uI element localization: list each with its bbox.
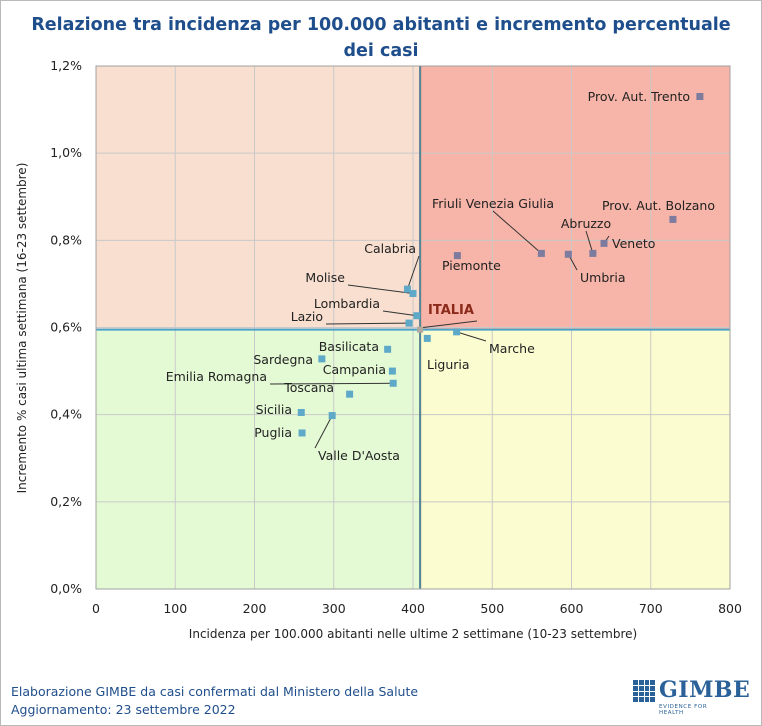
- label-campania: Campania: [323, 362, 386, 377]
- quadrant-lower-left: [96, 329, 421, 589]
- label-toscana: Toscana: [283, 380, 334, 395]
- y-tick-label: 0,0%: [50, 581, 82, 596]
- leader-lines: [269, 210, 610, 449]
- label-calabria: Calabria: [364, 241, 416, 256]
- leader-marche: [456, 331, 487, 342]
- x-tick-label: 400: [401, 601, 425, 616]
- footer-updated: Aggiornamento: 23 settembre 2022: [11, 702, 236, 717]
- data-points: [297, 93, 704, 437]
- label-lombardia: Lombardia: [314, 296, 380, 311]
- point-lombardia: [413, 312, 421, 320]
- point-toscana: [346, 390, 354, 398]
- point-sardegna: [318, 355, 326, 363]
- quadrant-upper-right: [420, 66, 730, 330]
- point-friuli-venezia-giulia: [537, 249, 545, 257]
- y-tick-label: 0,2%: [50, 494, 82, 509]
- y-tick-label: 1,2%: [50, 58, 82, 73]
- label-veneto: Veneto: [612, 236, 655, 251]
- leader-friuli-venezia-giulia: [492, 210, 542, 254]
- point-italia: [417, 326, 424, 333]
- footer-source: Elaborazione GIMBE da casi confermati da…: [11, 684, 419, 699]
- x-tick-label: 800: [718, 601, 742, 616]
- quadrant-upper-left: [96, 66, 421, 330]
- x-axis-label: Incidenza per 100.000 abitanti nelle ult…: [189, 627, 637, 641]
- x-tick-label: 500: [480, 601, 504, 616]
- point-molise: [409, 290, 417, 298]
- y-tick-label: 0,8%: [50, 232, 82, 247]
- plot-border: [95, 65, 731, 590]
- label-abruzzo: Abruzzo: [561, 216, 611, 231]
- label-piemonte: Piemonte: [442, 258, 501, 273]
- leader-calabria: [406, 255, 420, 290]
- point-prov-aut-trento: [696, 93, 704, 101]
- point-piemonte: [453, 252, 461, 260]
- label-italia: ITALIA: [428, 303, 474, 318]
- x-tick-label: 700: [639, 601, 663, 616]
- point-labels: Prov. Aut. Trento Prov. Aut. Bolzano Venet…: [166, 89, 715, 463]
- point-sicilia: [297, 408, 305, 416]
- logo-grid-icon: [633, 680, 655, 702]
- point-emilia-romagna: [389, 379, 397, 387]
- point-lazio: [405, 319, 413, 327]
- point-prov-aut-bolzano: [669, 215, 677, 223]
- label-lazio: Lazio: [291, 309, 323, 324]
- leader-italia: [422, 320, 478, 329]
- logo-wordmark: GIMBE: [659, 677, 751, 703]
- point-veneto: [600, 239, 608, 247]
- x-tick-label: 300: [322, 601, 346, 616]
- label-friuli-venezia-giulia: Friuli Venezia Giulia: [432, 196, 554, 211]
- y-tick-label: 0,4%: [50, 407, 82, 422]
- label-sicilia: Sicilia: [256, 402, 292, 417]
- point-valle-d-aosta: [328, 412, 336, 420]
- leader-lombardia: [382, 310, 418, 317]
- leader-abruzzo: [585, 230, 594, 254]
- label-emilia-romagna: Emilia Romagna: [166, 369, 267, 384]
- leader-emilia-romagna: [269, 382, 394, 385]
- label-umbria: Umbria: [580, 270, 626, 285]
- leader-lazio: [325, 322, 410, 325]
- label-valle-d-aosta: Valle D'Aosta: [318, 448, 400, 463]
- label-molise: Molise: [305, 270, 345, 285]
- label-liguria: Liguria: [427, 357, 470, 372]
- x-tick-label: 200: [243, 601, 267, 616]
- y-axis-label: Incremento % casi ultima settimana (16-2…: [15, 163, 29, 494]
- point-marche: [453, 328, 461, 336]
- footer: Elaborazione GIMBE da casi confermati da…: [11, 683, 418, 719]
- label-basilicata: Basilicata: [319, 339, 379, 354]
- x-tick-label: 600: [560, 601, 584, 616]
- label-sardegna: Sardegna: [253, 352, 313, 367]
- point-basilicata: [384, 345, 392, 353]
- chart-title-line1: Relazione tra incidenza per 100.000 abit…: [31, 15, 730, 35]
- leader-molise: [347, 284, 414, 295]
- label-marche: Marche: [489, 341, 535, 356]
- y-tick-label: 1,0%: [50, 145, 82, 160]
- point-abruzzo: [589, 249, 597, 257]
- label-puglia: Puglia: [254, 425, 292, 440]
- point-umbria: [564, 250, 572, 258]
- chart-title-line2: dei casi: [343, 41, 418, 61]
- label-prov-aut-bolzano: Prov. Aut. Bolzano: [602, 198, 715, 213]
- axes: 0 100 200 300 400 500 600 700 800 0,0% 0,2% 0,4% 0,6…: [50, 58, 742, 616]
- x-tick-label: 0: [92, 601, 100, 616]
- label-prov-aut-trento: Prov. Aut. Trento: [588, 89, 690, 104]
- logo-tagline: EVIDENCE FOR HEALTH: [659, 704, 708, 716]
- quadrant-lower-right: [420, 329, 730, 589]
- point-calabria: [403, 285, 411, 293]
- point-puglia: [298, 429, 306, 437]
- y-tick-label: 0,6%: [50, 320, 82, 335]
- point-campania: [388, 367, 396, 375]
- x-tick-label: 100: [163, 601, 187, 616]
- point-liguria: [423, 334, 431, 342]
- quadrant-backgrounds: [96, 66, 730, 589]
- leader-valle-d-aosta: [314, 415, 333, 449]
